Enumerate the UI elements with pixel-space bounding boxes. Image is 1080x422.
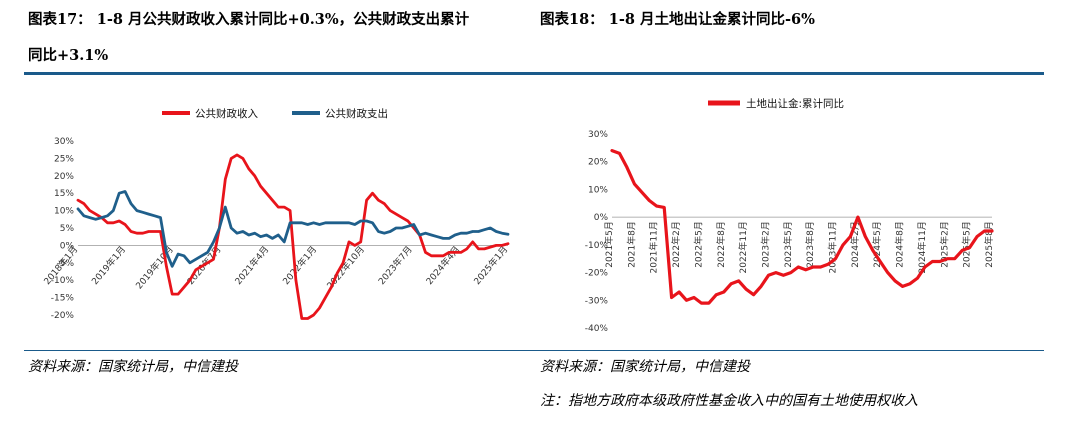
- legend-label-land: 土地出让金:累计同比: [746, 97, 844, 110]
- chart0-ytick-0: 30%: [54, 137, 74, 147]
- right-chart-title: 图表18： 1-8 月土地出让金累计同比-6%: [540, 11, 815, 28]
- chart0-ytick-9: -15%: [51, 294, 75, 304]
- right-source-note: 资料来源：国家统计局，中信建投: [540, 359, 750, 375]
- chart0-series-line-0: [76, 153, 510, 320]
- chart1-xtick-15: 2025年2月: [938, 221, 950, 268]
- chart1-xtick-9: 2023年8月: [804, 221, 816, 268]
- chart1-ytick-0: 30%: [588, 130, 608, 140]
- chart0-ytick-5: 5%: [60, 224, 75, 234]
- chart1-xtick-17: 2025年8月: [983, 221, 995, 268]
- chart0-ytick-3: 15%: [54, 189, 74, 199]
- chart1-ytick-1: 20%: [588, 158, 608, 168]
- chart0-ytick-10: -20%: [51, 311, 75, 321]
- legend-label-revenue: 公共财政收入: [195, 107, 258, 120]
- chart1-ytick-4: -10%: [585, 241, 609, 251]
- legend-label-expenditure: 公共财政支出: [325, 107, 388, 120]
- chart0-ytick-1: 25%: [54, 154, 74, 164]
- chart1-xtick-0: 2021年5月: [603, 221, 615, 268]
- chart1-ytick-7: -40%: [585, 324, 609, 334]
- left-source-note: 资料来源：国家统计局，中信建投: [28, 359, 238, 375]
- chart1-ytick-6: -30%: [585, 296, 609, 306]
- chart0-xtick-1: 2019年1月: [89, 244, 128, 287]
- chart0-ytick-8: -10%: [51, 276, 75, 286]
- chart1-xtick-16: 2025年5月: [961, 221, 973, 268]
- chart0-ytick-2: 20%: [54, 172, 74, 182]
- chart0-ytick-6: 0%: [60, 241, 75, 251]
- chart1-xtick-13: 2024年8月: [894, 221, 906, 268]
- chart0-xtick-7: 2023年7月: [376, 244, 415, 287]
- chart1-xtick-2: 2021年11月: [648, 221, 660, 273]
- chart1-xtick-8: 2023年5月: [782, 221, 794, 268]
- chart1-xtick-4: 2022年5月: [692, 221, 704, 268]
- chart0-ytick-7: -5%: [56, 259, 74, 269]
- chart1-xtick-6: 2022年11月: [737, 221, 749, 273]
- chart0-series-line-1: [76, 190, 510, 268]
- chart1-xtick-5: 2022年8月: [715, 221, 727, 268]
- chart0-xtick-5: 2022年1月: [280, 244, 319, 287]
- chart0-xtick-9: 2025年1月: [471, 244, 510, 287]
- chart1-xtick-1: 2021年8月: [625, 221, 637, 268]
- chart1-ytick-5: -20%: [585, 269, 609, 279]
- chart1-xtick-12: 2024年5月: [871, 221, 883, 268]
- chart1-ytick-2: 10%: [588, 185, 608, 195]
- header-rule: [24, 72, 1044, 75]
- right-footnote: 注：指地方政府本级政府性基金收入中的国有土地使用权收入: [540, 393, 918, 409]
- chart1-series-line-0: [610, 149, 994, 305]
- chart0-ytick-4: 10%: [54, 207, 74, 217]
- chart0-xtick-8: 2024年4月: [423, 244, 462, 287]
- chart1-xtick-7: 2023年2月: [759, 221, 771, 268]
- chart0-xtick-4: 2021年4月: [232, 244, 271, 287]
- chart1-xtick-3: 2022年2月: [670, 221, 682, 268]
- chart1-xtick-14: 2024年11月: [916, 221, 928, 273]
- footer-rule: [24, 350, 1044, 351]
- left-chart-title-cont: 同比+3.1%: [28, 47, 109, 64]
- left-chart-title: 图表17： 1-8 月公共财政收入累计同比+0.3%，公共财政支出累计: [28, 11, 470, 28]
- chart1-ytick-3: 0%: [594, 213, 609, 223]
